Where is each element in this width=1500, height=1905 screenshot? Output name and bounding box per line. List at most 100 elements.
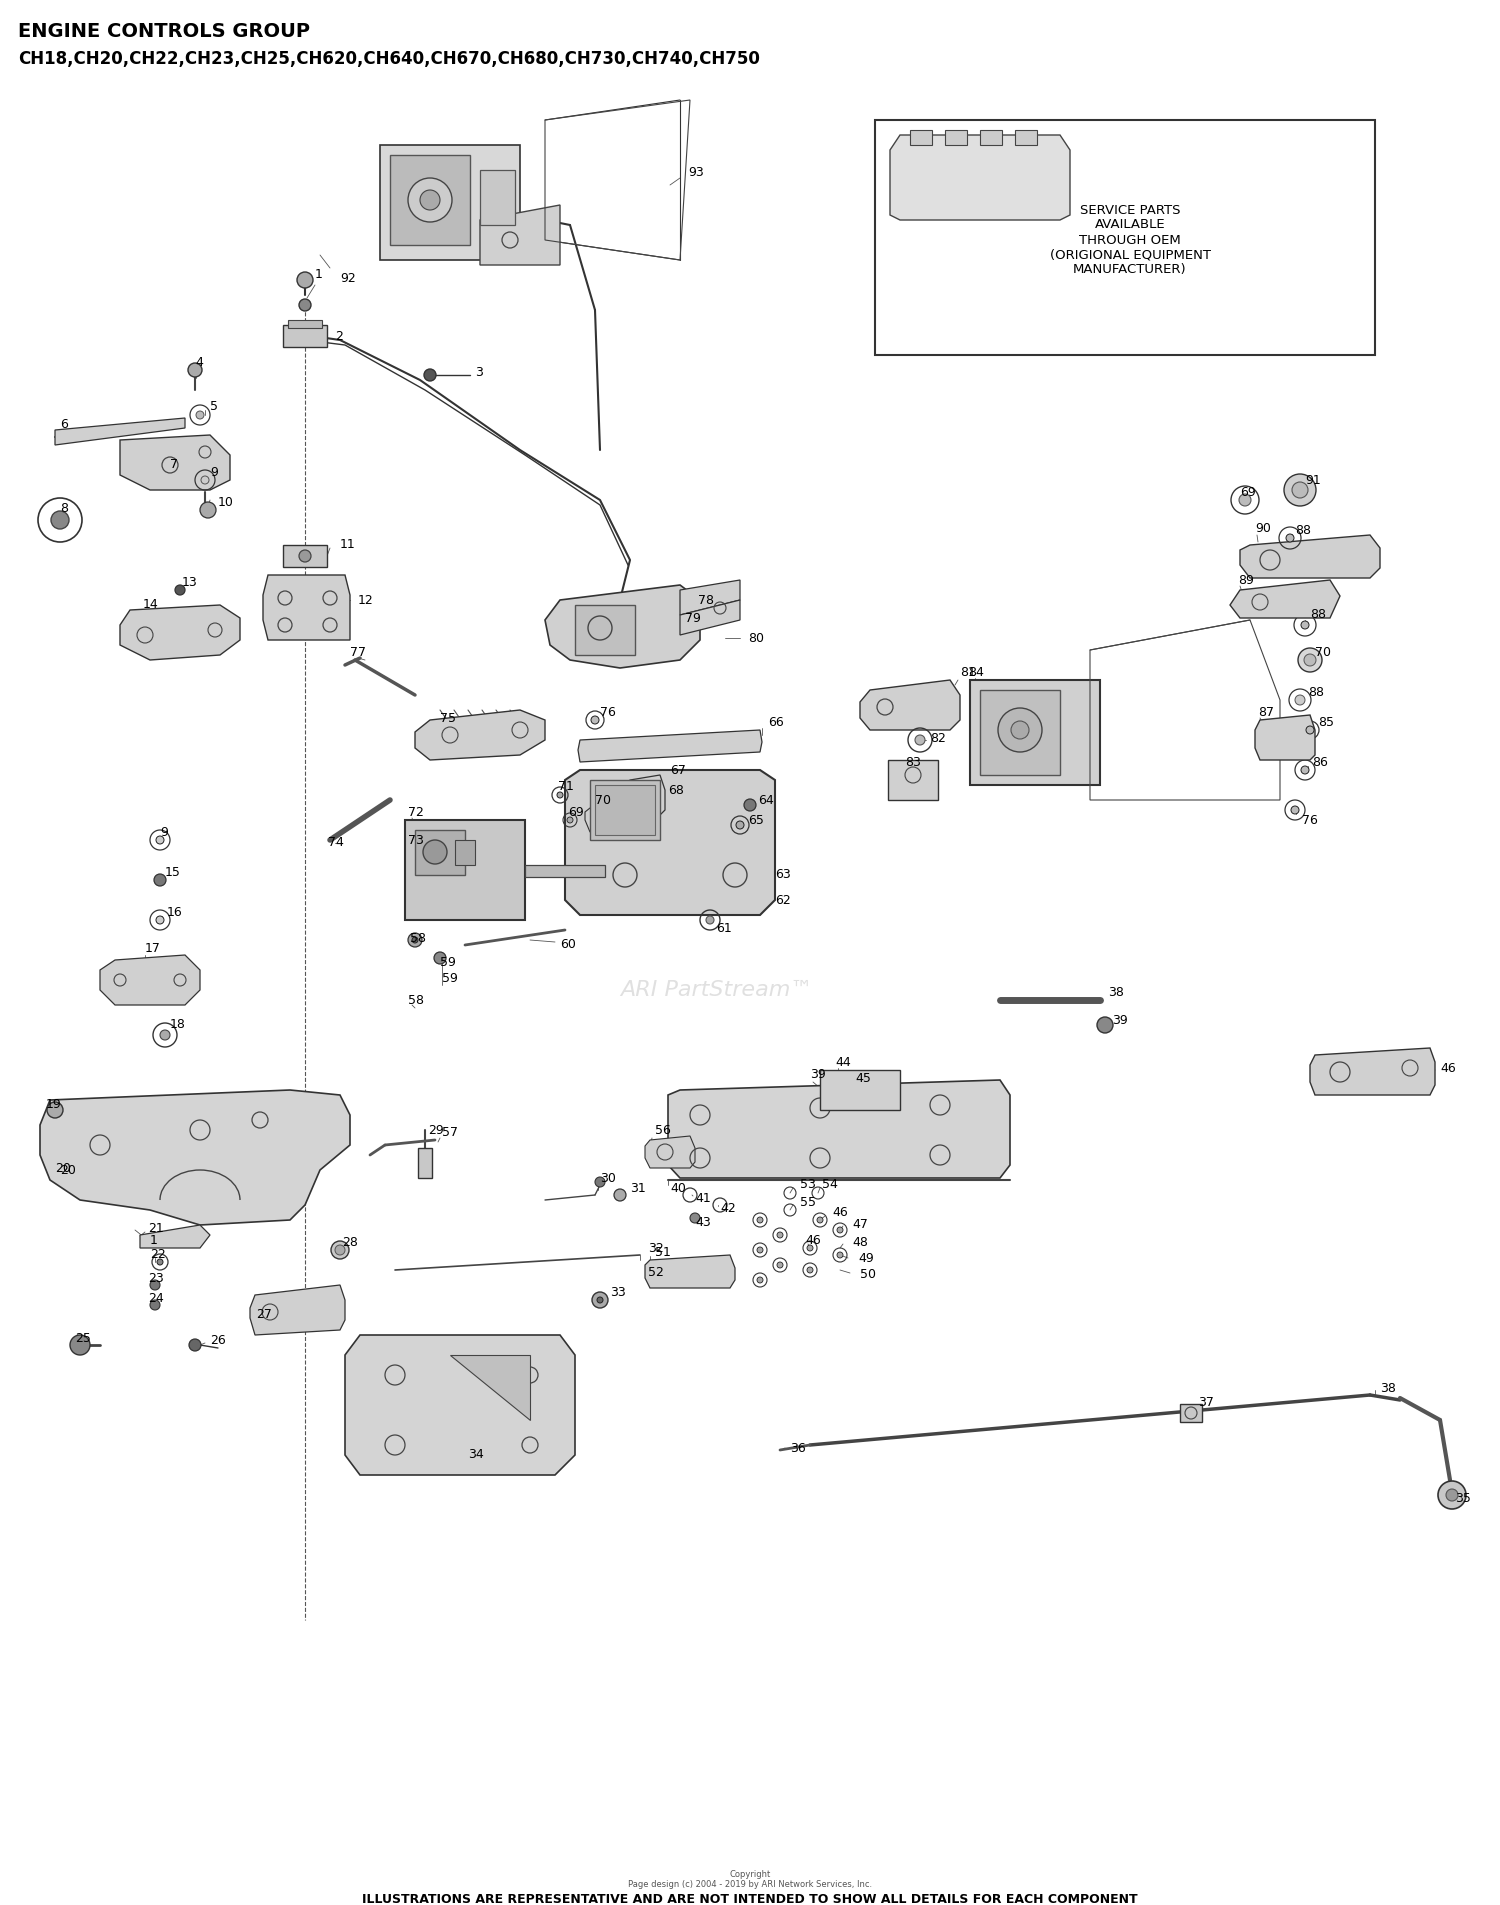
Text: 35: 35 xyxy=(1455,1492,1472,1505)
Text: 80: 80 xyxy=(748,631,764,644)
Text: 45: 45 xyxy=(855,1071,871,1084)
Text: 72: 72 xyxy=(408,806,424,819)
Circle shape xyxy=(1292,482,1308,497)
Circle shape xyxy=(556,792,562,798)
Circle shape xyxy=(51,511,69,530)
Text: ARI PartStream™: ARI PartStream™ xyxy=(620,979,813,1000)
Text: 56: 56 xyxy=(656,1124,670,1137)
Text: 78: 78 xyxy=(698,594,714,606)
Bar xyxy=(574,606,634,655)
Circle shape xyxy=(777,1233,783,1238)
Text: 46: 46 xyxy=(833,1206,848,1219)
Text: 55: 55 xyxy=(800,1196,816,1208)
Text: Page design (c) 2004 - 2019 by ARI Network Services, Inc.: Page design (c) 2004 - 2019 by ARI Netwo… xyxy=(628,1880,872,1890)
Circle shape xyxy=(1096,1017,1113,1033)
Text: 87: 87 xyxy=(1258,705,1274,718)
Text: 13: 13 xyxy=(182,575,198,589)
Text: 59: 59 xyxy=(442,972,458,985)
Text: 76: 76 xyxy=(1302,813,1318,827)
Polygon shape xyxy=(585,804,626,832)
Text: 82: 82 xyxy=(930,732,946,745)
Text: 58: 58 xyxy=(408,994,424,1006)
Bar xyxy=(980,690,1060,775)
Text: 34: 34 xyxy=(468,1448,483,1461)
Circle shape xyxy=(1304,653,1316,667)
Text: 70: 70 xyxy=(596,794,610,806)
Text: CH18,CH20,CH22,CH23,CH25,CH620,CH640,CH670,CH680,CH730,CH740,CH750: CH18,CH20,CH22,CH23,CH25,CH620,CH640,CH6… xyxy=(18,50,760,69)
Text: 58: 58 xyxy=(410,932,426,945)
Text: 23: 23 xyxy=(148,1271,164,1284)
Text: 75: 75 xyxy=(440,711,456,724)
Polygon shape xyxy=(1240,535,1380,577)
Text: 93: 93 xyxy=(688,166,703,179)
Bar xyxy=(405,819,525,920)
Text: 65: 65 xyxy=(748,813,764,827)
Polygon shape xyxy=(1310,1048,1436,1095)
Polygon shape xyxy=(544,585,700,669)
Circle shape xyxy=(597,1297,603,1303)
Text: 38: 38 xyxy=(1380,1381,1396,1394)
Circle shape xyxy=(837,1252,843,1257)
Circle shape xyxy=(1294,695,1305,705)
Polygon shape xyxy=(1256,714,1316,760)
Circle shape xyxy=(423,840,447,865)
Circle shape xyxy=(46,1101,63,1118)
Text: 67: 67 xyxy=(670,764,686,777)
Circle shape xyxy=(837,1227,843,1233)
Text: 11: 11 xyxy=(340,539,356,552)
Bar xyxy=(288,320,322,328)
Text: 1: 1 xyxy=(150,1234,158,1246)
Text: 16: 16 xyxy=(166,905,183,918)
Bar xyxy=(1180,1404,1202,1421)
Text: ENGINE CONTROLS GROUP: ENGINE CONTROLS GROUP xyxy=(18,23,310,42)
Text: 62: 62 xyxy=(776,893,790,907)
Circle shape xyxy=(744,798,756,812)
Circle shape xyxy=(567,817,573,823)
Text: 69: 69 xyxy=(568,806,584,819)
Text: 52: 52 xyxy=(648,1265,664,1278)
Text: 63: 63 xyxy=(776,869,790,882)
Text: 91: 91 xyxy=(1305,474,1320,486)
Circle shape xyxy=(596,1177,604,1187)
Text: 76: 76 xyxy=(600,705,616,718)
Bar xyxy=(888,760,938,800)
Circle shape xyxy=(758,1217,764,1223)
Text: 54: 54 xyxy=(822,1179,839,1191)
Circle shape xyxy=(154,874,166,886)
Text: 88: 88 xyxy=(1308,686,1324,699)
Polygon shape xyxy=(262,575,350,640)
Text: 57: 57 xyxy=(442,1126,458,1139)
Text: 88: 88 xyxy=(1310,608,1326,621)
Circle shape xyxy=(592,1292,608,1309)
Circle shape xyxy=(1300,621,1310,629)
Circle shape xyxy=(200,503,216,518)
Text: 83: 83 xyxy=(904,756,921,768)
Circle shape xyxy=(158,1259,164,1265)
Text: 64: 64 xyxy=(758,794,774,806)
Text: 3: 3 xyxy=(476,366,483,379)
Text: 47: 47 xyxy=(852,1217,868,1231)
Text: 46: 46 xyxy=(1440,1061,1455,1074)
Text: 38: 38 xyxy=(1108,987,1124,1000)
Circle shape xyxy=(188,364,202,377)
Polygon shape xyxy=(680,600,740,634)
Text: 20: 20 xyxy=(56,1162,70,1175)
Text: 36: 36 xyxy=(790,1442,806,1455)
Circle shape xyxy=(433,952,445,964)
Circle shape xyxy=(706,916,714,924)
Text: 49: 49 xyxy=(858,1252,873,1265)
Bar xyxy=(284,326,327,347)
Circle shape xyxy=(196,411,204,419)
Circle shape xyxy=(297,272,314,288)
Text: ILLUSTRATIONS ARE REPRESENTATIVE AND ARE NOT INTENDED TO SHOW ALL DETAILS FOR EA: ILLUSTRATIONS ARE REPRESENTATIVE AND ARE… xyxy=(362,1894,1138,1905)
Text: 5: 5 xyxy=(210,400,218,413)
Polygon shape xyxy=(416,711,544,760)
Text: 15: 15 xyxy=(165,865,182,878)
Circle shape xyxy=(1446,1490,1458,1501)
Text: SERVICE PARTS
AVAILABLE
THROUGH OEM
(ORIGIONAL EQUIPMENT
MANUFACTURER): SERVICE PARTS AVAILABLE THROUGH OEM (ORI… xyxy=(1050,204,1211,276)
Text: 24: 24 xyxy=(148,1292,164,1305)
Circle shape xyxy=(1286,533,1294,543)
Circle shape xyxy=(298,551,310,562)
Text: 4: 4 xyxy=(195,356,202,368)
Text: 19: 19 xyxy=(46,1099,62,1111)
